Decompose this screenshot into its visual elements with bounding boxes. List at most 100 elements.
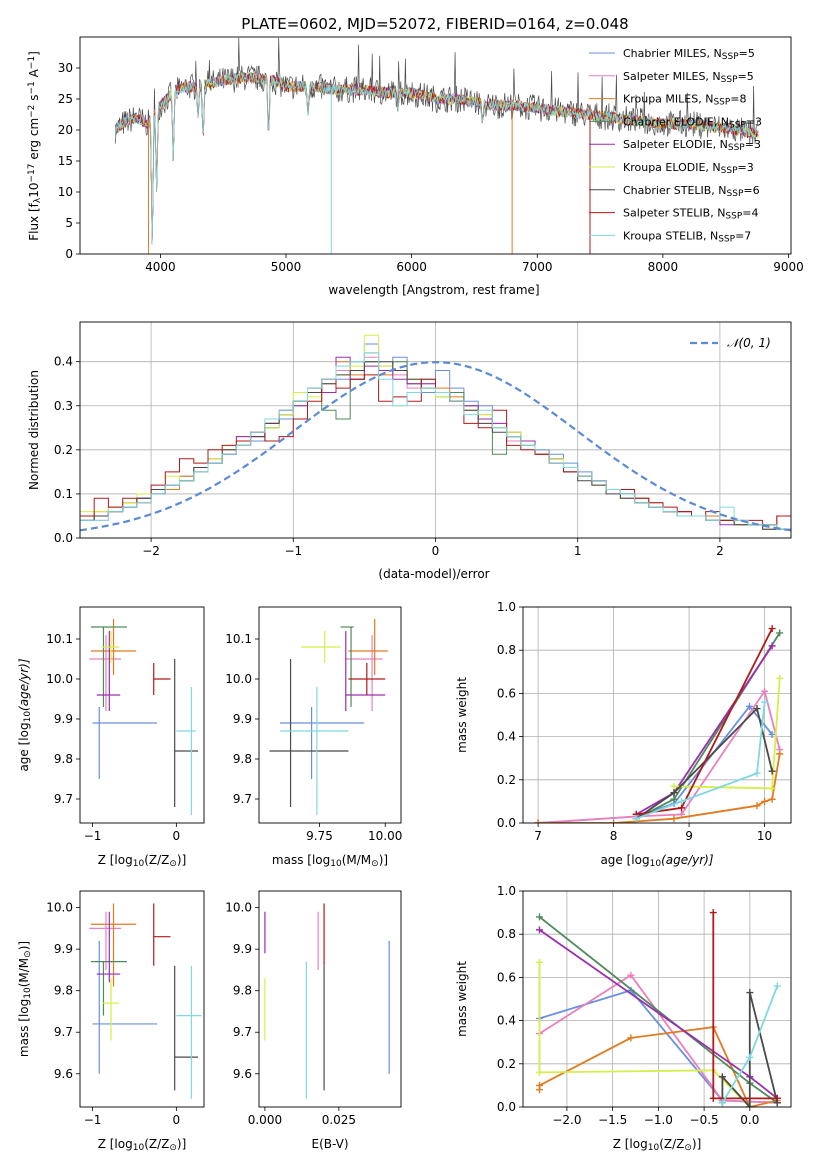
label-part: Chabrier MILES, N [623, 47, 722, 60]
weight-marker [761, 698, 769, 706]
y-tick-label: 0.6 [497, 686, 516, 700]
weight-marker [627, 1034, 635, 1042]
weight-marker [670, 795, 678, 803]
weight-marker [768, 795, 776, 803]
y-tick-label: 9.8 [233, 984, 252, 998]
label-part: −2 [27, 105, 37, 118]
label-part: age [log [600, 853, 649, 867]
y-tick-label: 0.0 [497, 1100, 516, 1114]
y-tick-label: 20 [58, 123, 73, 137]
weight-marker [709, 909, 717, 917]
y-tick-label: 30 [58, 61, 73, 75]
label-part: 10 [133, 859, 145, 869]
weight-line [721, 992, 779, 1107]
x-axis-label: age [log10(age/yr)] [600, 853, 713, 869]
x-tick-label: 0.000 [248, 1113, 282, 1127]
y-axis-label: Normed distribution [27, 370, 41, 490]
y-tick-label: 9.9 [233, 942, 252, 956]
label-part: =6 [743, 184, 759, 197]
x-tick-label: 9000 [773, 260, 804, 274]
weight-marker [678, 797, 686, 805]
x-tick-label: 9.75 [306, 829, 333, 843]
y-tick-label: 9.7 [54, 792, 73, 806]
label-part: erg cm [27, 118, 41, 164]
label-part: −1 [27, 81, 37, 94]
axes-frame [258, 890, 402, 1108]
x-tick-label: −0.5 [690, 1113, 719, 1127]
y-tick-label: 1.0 [497, 600, 516, 614]
weight-marker [535, 1068, 543, 1076]
weight-marker [746, 1053, 754, 1061]
residual-histogram-panel: −2 −1 0 1 2 0.0 0.1 0.2 0.3 0.4 𝒩(0, 1) (data-model… [27, 321, 792, 581]
weight-marker [753, 705, 761, 713]
weight-line [538, 962, 751, 1107]
label-part: mass [log [17, 999, 31, 1057]
weight-marker [768, 784, 776, 792]
weight-marker [535, 926, 543, 934]
weight-marker [768, 642, 776, 650]
y-axis-label: age [log10(age/yr)] [17, 658, 33, 771]
ebv-mass-panel: 0.000 0.025 9.6 9.7 9.8 9.9 10.0 E(B-V) [225, 890, 402, 1151]
x-tick-label: −2 [142, 544, 160, 558]
z-weight-panel: −2.0 −1.5 −1.0 −0.5 0.0 0.0 0.2 0.4 0.6 0.8 1.0 Z [… [455, 884, 792, 1153]
weight-marker [670, 789, 678, 797]
weight-marker [718, 1073, 726, 1081]
weight-line [712, 912, 778, 1100]
weight-marker [535, 958, 543, 966]
axes-frame [258, 606, 402, 824]
label-part: Chabrier STELIB, N [623, 184, 727, 197]
y-tick-label: 9.9 [54, 942, 73, 956]
x-tick-label: 10.00 [368, 829, 402, 843]
figure-title: PLATE=0602, MJD=52072, FIBERID=0164, z=0… [241, 15, 628, 33]
mass-age-panel: 9.75 10.00 9.7 9.8 9.9 10.0 10.1 mass [log10(M/… [225, 606, 402, 869]
spectrum-line [114, 71, 759, 245]
y-tick-label: 9.8 [233, 752, 252, 766]
weight-marker [761, 797, 769, 805]
label-part: SSP [721, 75, 738, 85]
label-part: =3 [745, 138, 761, 151]
plot-area [80, 334, 791, 532]
weight-line [635, 706, 773, 820]
label-part: )] [177, 853, 186, 867]
axes-frame [79, 36, 792, 255]
z-mass-panel: −1 09.69.79.89.910.0Z [log10(Z/Z⊙)]mass [… [17, 890, 205, 1153]
legend-entry: Salpeter MILES, NSSP=5 [623, 70, 754, 85]
x-tick-label: 8 [610, 829, 618, 843]
x-axis-label: E(B-V) [311, 1137, 348, 1151]
label-part: 10 [330, 859, 342, 869]
label-part: )] [379, 853, 388, 867]
x-tick-label: 0 [173, 1113, 181, 1127]
weight-marker [761, 687, 769, 695]
label-part: wavelength [Angstrom, rest frame] [328, 283, 539, 297]
y-tick-label: 9.8 [54, 752, 73, 766]
label-part: (M/M [17, 958, 31, 987]
x-tick-label: 4000 [145, 260, 176, 274]
weight-marker [746, 1103, 754, 1107]
plot-area [264, 903, 390, 1099]
weight-marker [746, 989, 754, 997]
y-tick-label: 9.7 [54, 1025, 73, 1039]
axes-frame [79, 890, 205, 1108]
y-tick-label: 0.2 [54, 443, 73, 457]
label-part: ⊙ [684, 1143, 692, 1153]
label-part: (age/yr)] [661, 853, 714, 867]
weight-marker [627, 971, 635, 979]
y-axis-label: mass weight [455, 961, 469, 1037]
axes-frame [522, 890, 792, 1108]
weight-marker [610, 819, 618, 823]
y-tick-label: 0.4 [54, 355, 73, 369]
x-tick-label: 1 [574, 544, 582, 558]
y-tick-label: 10.1 [225, 632, 252, 646]
x-tick-label: 7000 [522, 260, 553, 274]
label-part: =5 [739, 47, 755, 60]
y-tick-label: 9.8 [54, 984, 73, 998]
x-tick-label: 0.025 [322, 1113, 356, 1127]
y-tick-label: 10.0 [225, 901, 252, 915]
label-part: −17 [27, 164, 37, 183]
label-part: =3 [746, 115, 762, 128]
weight-marker [535, 1081, 543, 1089]
label-part: age [log [17, 722, 31, 771]
gaussian-curve [80, 360, 791, 532]
y-tick-label: 10.0 [46, 901, 73, 915]
y-tick-label: 9.7 [233, 792, 252, 806]
